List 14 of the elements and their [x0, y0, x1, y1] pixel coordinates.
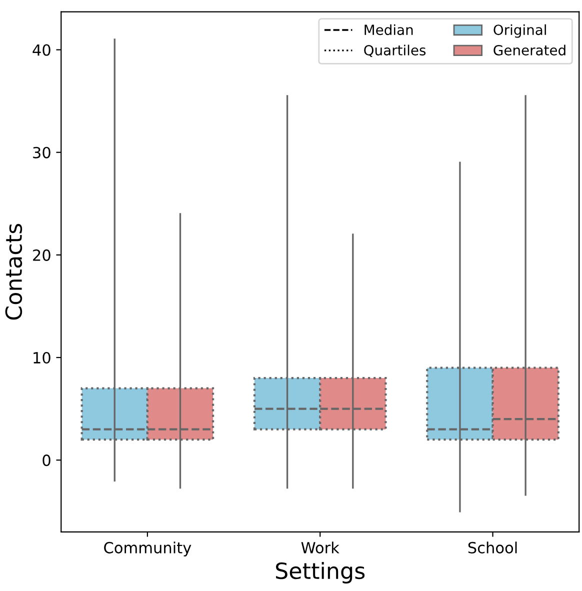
x-tick-label: Work — [301, 542, 340, 554]
y-tick-label: 20 — [33, 249, 50, 261]
y-tick-label: 0 — [42, 454, 50, 466]
x-tick-label: Community — [104, 542, 192, 556]
annotation: Quartiles — [364, 44, 426, 58]
legend-label: Generated — [494, 44, 566, 56]
x-axis-title: Settings — [276, 562, 365, 584]
y-axis-title: Contacts — [5, 224, 22, 320]
y-tick-label: 40 — [32, 44, 50, 56]
y-tick-label: 10 — [34, 352, 50, 364]
y-tick-label: 30 — [33, 146, 50, 158]
annotation: Median — [364, 24, 413, 36]
legend-label: Original — [494, 24, 546, 38]
x-tick-label: School — [468, 542, 517, 554]
